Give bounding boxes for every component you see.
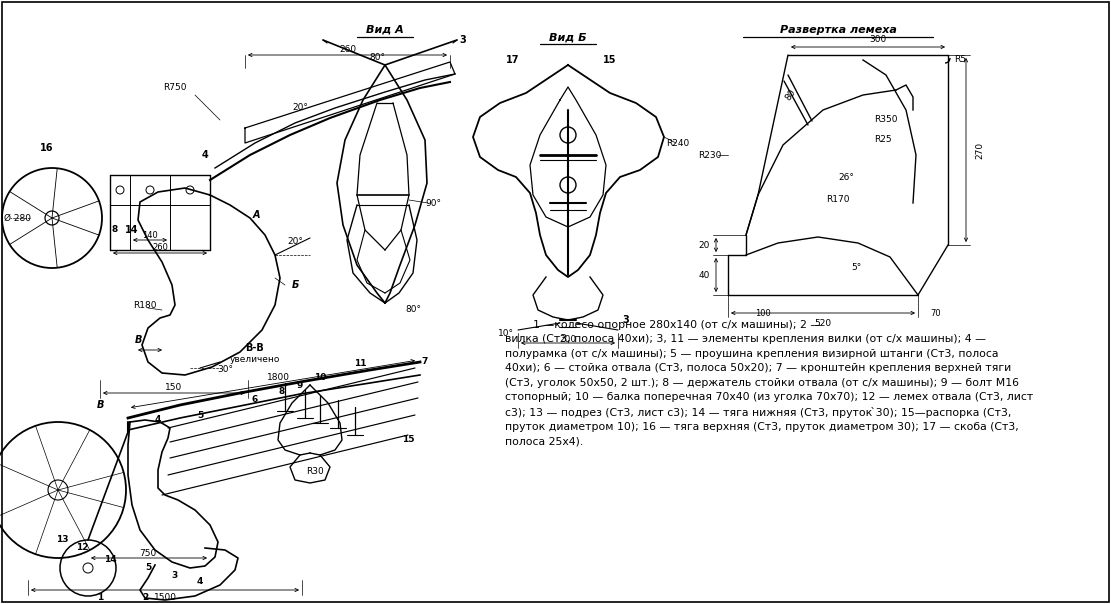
Text: Развертка лемеха: Развертка лемеха — [780, 25, 897, 35]
Text: 10: 10 — [313, 373, 327, 382]
Text: 11: 11 — [353, 359, 367, 367]
Text: R240: R240 — [667, 138, 690, 147]
Text: 15: 15 — [402, 435, 414, 445]
Text: 20°: 20° — [292, 103, 308, 112]
Text: 5: 5 — [197, 411, 203, 420]
Text: 750: 750 — [139, 548, 157, 557]
Text: 260: 260 — [152, 243, 168, 252]
Text: 1 —колесо опорное 280х140 (от с/х машины); 2 —
вилка (Ст3, полоса 40хи); 3, 11 —: 1 —колесо опорное 280х140 (от с/х машины… — [506, 320, 1033, 447]
Text: увеличено: увеличено — [230, 356, 280, 364]
Text: 3: 3 — [172, 571, 178, 580]
Text: 20: 20 — [699, 240, 710, 249]
Text: 15: 15 — [603, 55, 617, 65]
Text: 30°: 30° — [217, 365, 233, 374]
Text: 17: 17 — [507, 55, 520, 65]
Text: 26°: 26° — [838, 173, 854, 181]
Text: 14: 14 — [126, 225, 139, 235]
Text: 7: 7 — [422, 358, 428, 367]
Text: 150: 150 — [166, 384, 182, 393]
Text: 3: 3 — [622, 315, 629, 325]
Text: 12: 12 — [76, 544, 88, 553]
Text: Ø 280: Ø 280 — [4, 213, 31, 222]
Text: 80: 80 — [784, 88, 798, 102]
Text: В: В — [97, 400, 103, 410]
Text: 520: 520 — [814, 318, 831, 327]
Text: А: А — [252, 210, 260, 220]
Text: 5°: 5° — [851, 263, 861, 272]
Text: 260: 260 — [340, 45, 357, 54]
Text: 20°: 20° — [287, 237, 303, 246]
Text: 2: 2 — [142, 594, 148, 603]
Text: Б: Б — [291, 280, 299, 290]
Text: Вид А: Вид А — [367, 25, 404, 35]
Text: 1800: 1800 — [267, 373, 290, 382]
Text: 3: 3 — [460, 35, 467, 45]
Text: R25: R25 — [874, 135, 892, 144]
Text: 200: 200 — [560, 335, 577, 344]
Text: В-В: В-В — [246, 343, 264, 353]
Text: 10°: 10° — [498, 329, 514, 338]
Text: 1: 1 — [97, 594, 103, 603]
Text: 8: 8 — [112, 225, 118, 234]
Text: 6: 6 — [252, 396, 258, 405]
Text: 300: 300 — [870, 36, 887, 45]
Text: 4: 4 — [154, 416, 161, 425]
Text: 5: 5 — [144, 564, 151, 573]
Text: R230: R230 — [699, 150, 722, 159]
Text: 80°: 80° — [369, 53, 386, 62]
Text: 1500: 1500 — [153, 594, 177, 603]
Text: 80°: 80° — [406, 306, 421, 315]
Text: R750: R750 — [163, 83, 187, 92]
Text: 8: 8 — [279, 388, 286, 396]
Text: В: В — [134, 335, 142, 345]
Text: 100: 100 — [755, 309, 771, 318]
Text: 13: 13 — [56, 536, 68, 544]
Text: R350: R350 — [874, 115, 898, 124]
Text: 14: 14 — [103, 556, 117, 565]
Text: R30: R30 — [307, 466, 324, 475]
Text: 70: 70 — [931, 309, 941, 318]
Text: Вид Б: Вид Б — [549, 32, 587, 42]
Text: 140: 140 — [142, 231, 158, 240]
Text: 270: 270 — [975, 141, 984, 159]
Text: 9: 9 — [297, 381, 303, 390]
Text: 4: 4 — [201, 150, 209, 160]
Text: 90°: 90° — [426, 199, 441, 208]
Text: 16: 16 — [40, 143, 53, 153]
Text: 4: 4 — [197, 577, 203, 586]
Text: 40: 40 — [699, 271, 710, 280]
Text: R180: R180 — [133, 301, 157, 309]
Text: R170: R170 — [827, 196, 850, 205]
Text: R5: R5 — [954, 56, 965, 65]
